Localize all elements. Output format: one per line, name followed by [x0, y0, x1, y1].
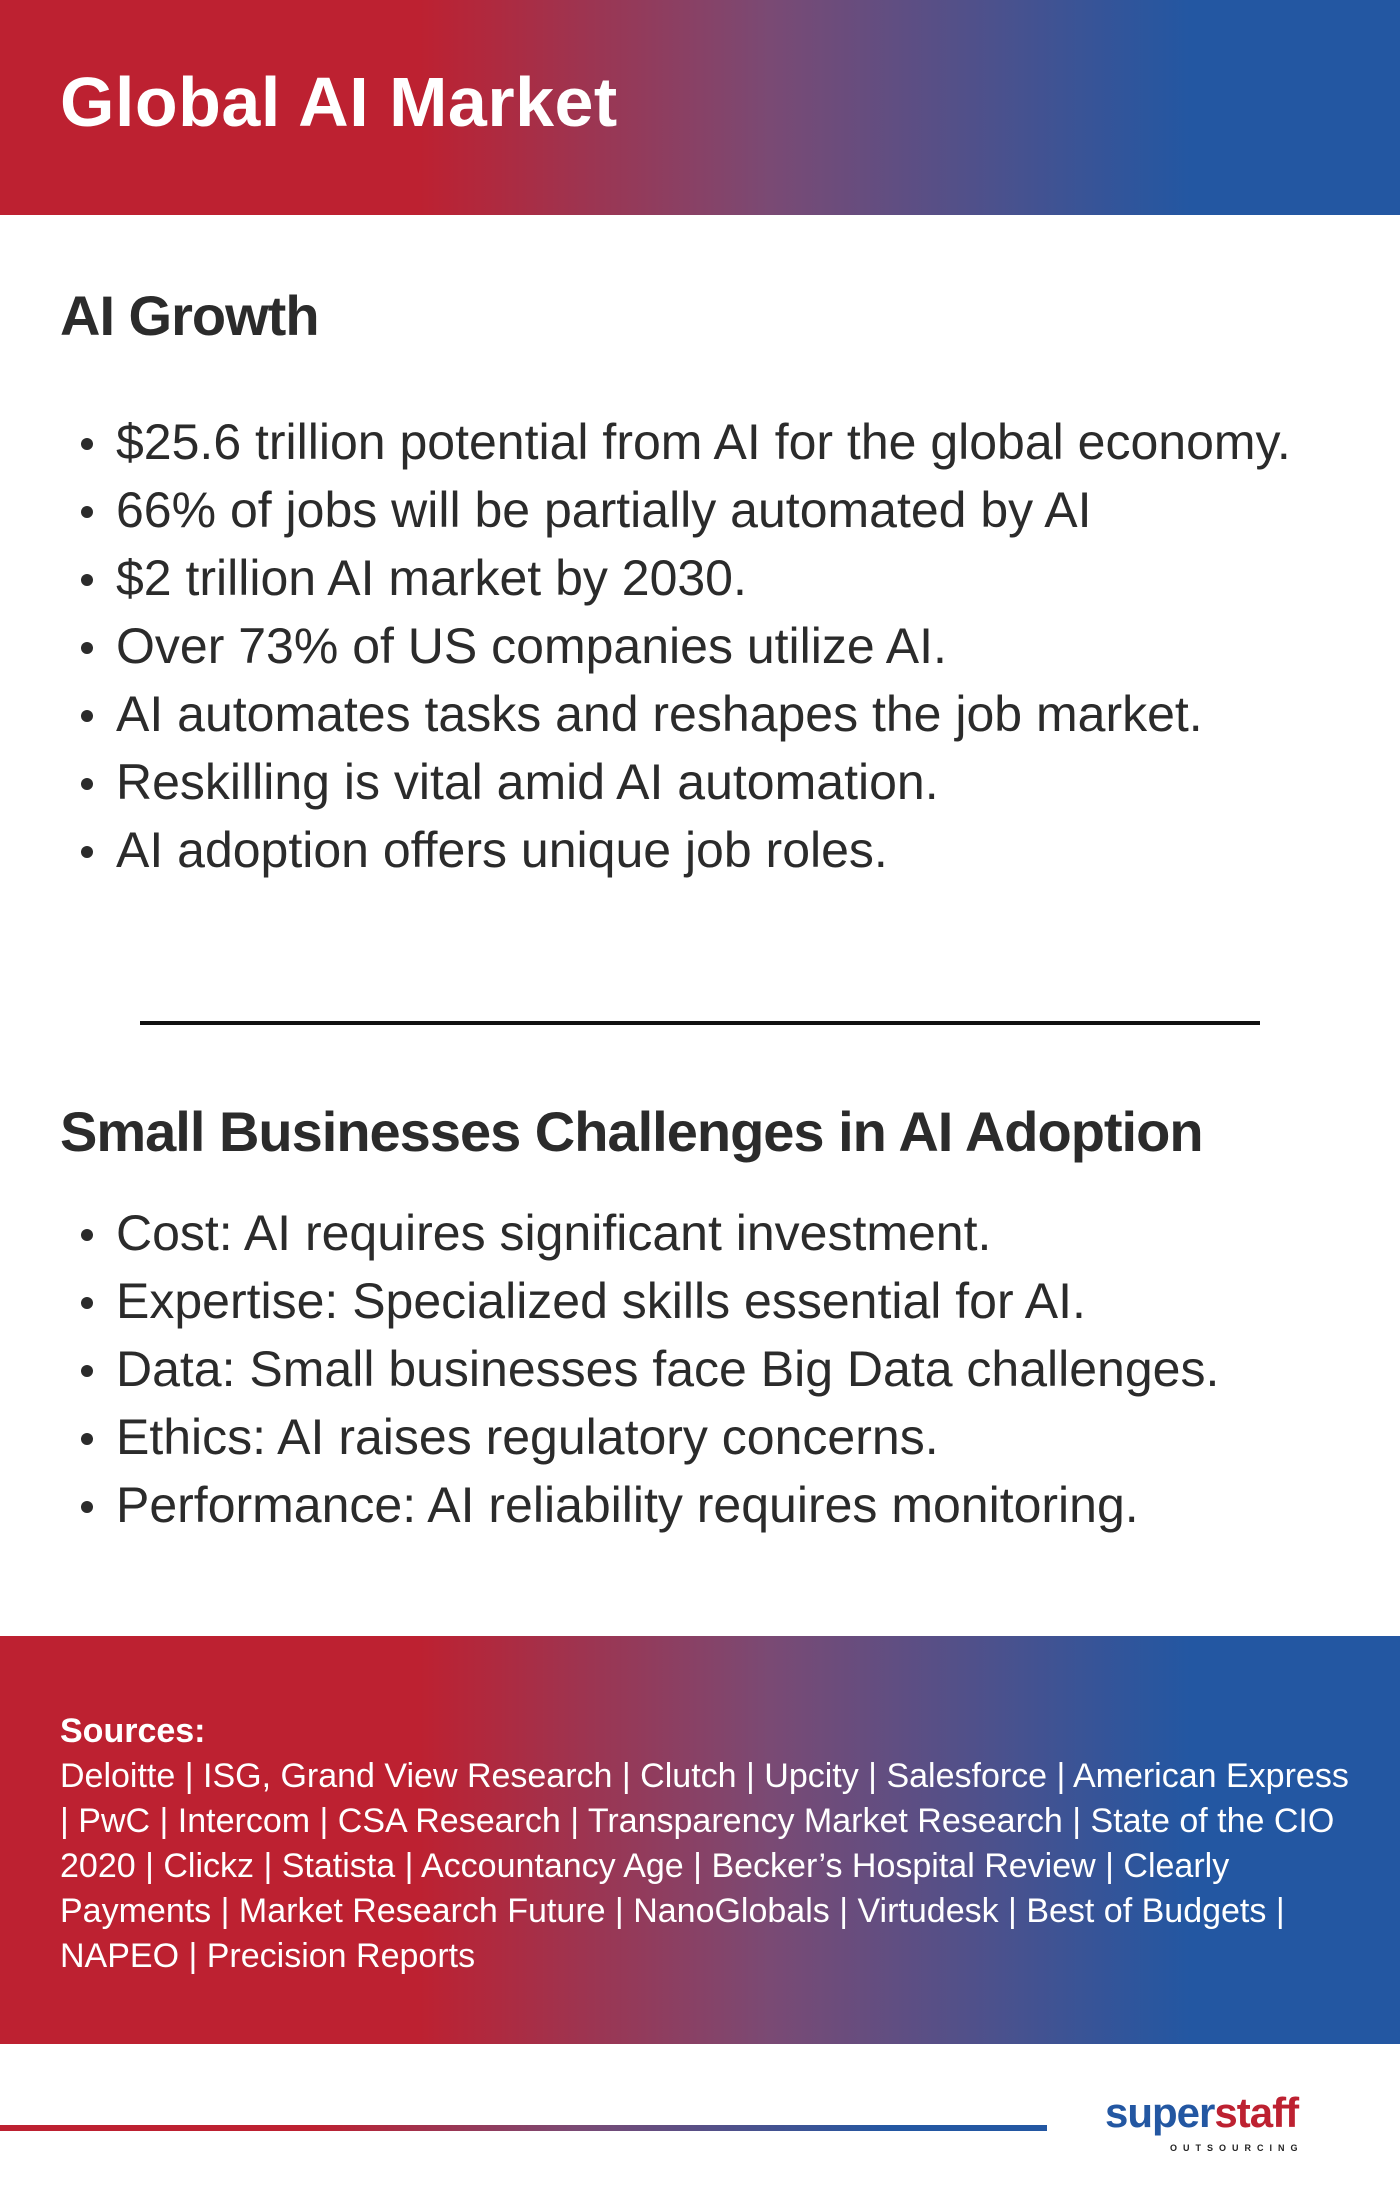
challenges-list: Cost: AI requires significant investment… — [78, 1199, 1358, 1539]
list-item: Data: Small businesses face Big Data cha… — [78, 1335, 1358, 1403]
logo-part-staff: staff — [1214, 2089, 1299, 2136]
growth-heading: AI Growth — [60, 284, 320, 347]
sources-text: Deloitte | ISG, Grand View Research | Cl… — [60, 1757, 1349, 1975]
growth-list: $25.6 trillion potential from AI for the… — [78, 408, 1358, 884]
list-item: Performance: AI reliability requires mon… — [78, 1471, 1358, 1539]
section-divider — [140, 1021, 1260, 1025]
list-item: Cost: AI requires significant investment… — [78, 1199, 1358, 1267]
list-item: $25.6 trillion potential from AI for the… — [78, 408, 1358, 476]
challenges-section: Small Businesses Challenges in AI Adopti… — [60, 1098, 1395, 1539]
list-item: AI automates tasks and reshapes the job … — [78, 680, 1358, 748]
list-item: 66% of jobs will be partially automated … — [78, 476, 1358, 544]
superstaff-logo: superstaff OUTSOURCING — [1105, 2088, 1345, 2164]
sources-label: Sources: — [60, 1712, 206, 1750]
list-item: Ethics: AI raises regulatory concerns. — [78, 1403, 1358, 1471]
header-banner: Global AI Market — [0, 0, 1400, 215]
challenges-heading: Small Businesses Challenges in AI Adopti… — [60, 1100, 1204, 1163]
logo-subtitle: OUTSOURCING — [1170, 2143, 1304, 2153]
growth-section: AI Growth $25.6 trillion potential from … — [60, 282, 1395, 884]
list-item: AI adoption offers unique job roles. — [78, 816, 1358, 884]
page-title: Global AI Market — [60, 63, 618, 141]
list-item: Expertise: Specialized skills essential … — [78, 1267, 1358, 1335]
footer-line — [0, 2125, 1047, 2131]
logo-part-super: super — [1105, 2089, 1215, 2136]
list-item: $2 trillion AI market by 2030. — [78, 544, 1358, 612]
list-item: Over 73% of US companies utilize AI. — [78, 612, 1358, 680]
sources-banner: Sources: Deloitte | ISG, Grand View Rese… — [0, 1636, 1400, 2044]
list-item: Reskilling is vital amid AI automation. — [78, 748, 1358, 816]
